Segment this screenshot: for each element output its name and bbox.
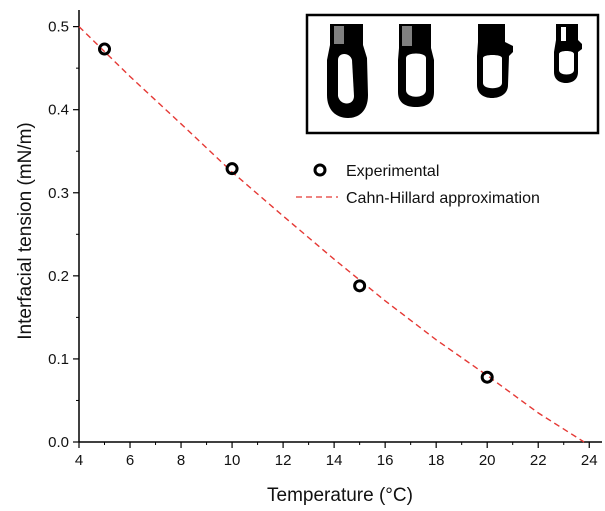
x-tick-label: 20 <box>479 452 496 469</box>
data-point <box>353 279 367 293</box>
x-tick-label: 14 <box>326 452 343 469</box>
x-tick-label: 22 <box>530 452 547 469</box>
x-tick-label: 12 <box>275 452 292 469</box>
data-point <box>480 370 494 384</box>
y-tick-label: 0.4 <box>48 102 69 119</box>
legend-marker-experimental <box>313 163 327 177</box>
y-tick-label: 0.1 <box>48 351 69 368</box>
x-tick-label: 8 <box>177 452 185 469</box>
legend-label-cahn-hillard: Cahn-Hillard approximation <box>346 190 540 207</box>
y-tick-label: 0.5 <box>48 19 69 36</box>
inset-image <box>305 13 600 135</box>
x-axis-title: Temperature (°C) <box>267 485 413 506</box>
y-ticks: 0.0 0.1 0.2 0.3 0.4 0.5 <box>48 19 79 451</box>
cahn-hillard-curve <box>78 26 585 443</box>
y-axis-title: Interfacial tension (mN/m) <box>15 122 36 340</box>
data-point <box>225 162 239 176</box>
x-tick-label: 10 <box>224 452 241 469</box>
y-tick-label: 0.3 <box>48 185 69 202</box>
legend-label-experimental: Experimental <box>346 163 439 180</box>
droplet-3 <box>477 24 513 98</box>
x-tick-label: 18 <box>428 452 445 469</box>
data-point <box>98 42 112 56</box>
y-tick-label: 0.2 <box>48 268 69 285</box>
y-tick-label: 0.0 <box>48 434 69 451</box>
series-cahn-hillard <box>78 26 585 443</box>
legend: Experimental Cahn-Hillard approximation <box>296 163 540 207</box>
droplet-1 <box>327 24 368 118</box>
plot-frame <box>78 10 602 443</box>
x-tick-label: 24 <box>581 452 598 469</box>
x-tick-label: 6 <box>126 452 134 469</box>
droplet-4 <box>554 24 582 83</box>
droplet-2 <box>398 24 434 107</box>
x-tick-label: 16 <box>377 452 394 469</box>
x-ticks: 4 6 8 10 12 14 16 18 20 22 24 <box>75 442 598 469</box>
x-tick-label: 4 <box>75 452 83 469</box>
series-experimental <box>98 42 494 384</box>
